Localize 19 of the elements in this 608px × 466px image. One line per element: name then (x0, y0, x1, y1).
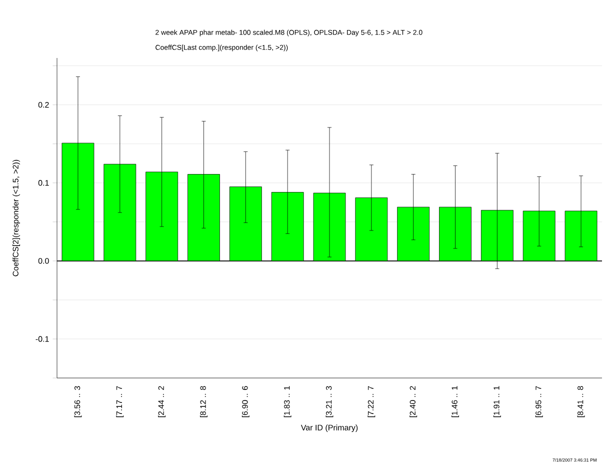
y-axis-title: CoeffCS[2](responder (<1.5, >2)) (12, 160, 20, 276)
x-tick-label: [3.21 .. 3 (326, 386, 334, 418)
x-tick-label: [8.41 .. 8 (577, 386, 585, 418)
x-axis-title: Var ID (Primary) (300, 424, 358, 432)
x-tick-label: [1.46 .. 1 (452, 386, 459, 418)
x-tick-label: [2.44 .. 2 (158, 386, 166, 418)
y-tick-label: 0.2 (38, 102, 49, 108)
y-tick-label: 0.1 (38, 180, 49, 186)
x-tick-label: [2.40 .. 2 (410, 386, 418, 418)
x-tick-label: [6.90 .. 6 (242, 386, 250, 418)
x-tick-label: [1.91 .. 1 (493, 386, 501, 418)
x-tick-label: [8.12 .. 8 (200, 386, 208, 418)
x-tick-label: [3.56 .. 3 (74, 386, 82, 418)
x-tick-label: [6.95 .. 7 (535, 386, 543, 418)
y-tick-label: 0.0 (38, 258, 49, 264)
x-tick-label: [7.22 .. 7 (368, 386, 376, 418)
x-tick-label: [7.17 .. 7 (116, 386, 124, 418)
y-tick-label: -0.1 (36, 336, 49, 342)
x-tick-label: [1.83 .. 1 (284, 386, 292, 418)
